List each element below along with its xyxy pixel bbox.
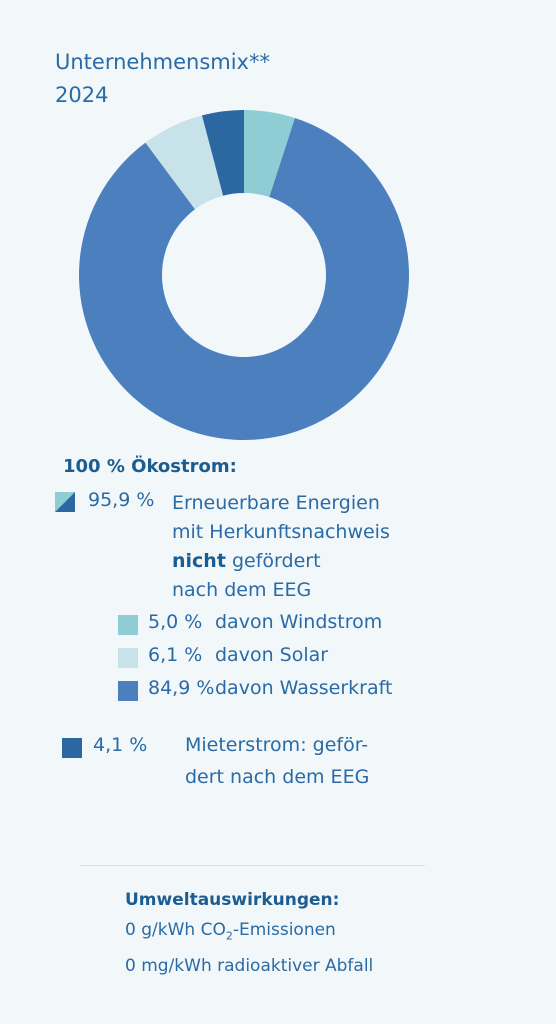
legend-label: davon Solar [215,644,329,666]
footer-text: 0 g/kWh CO [125,920,226,940]
footer-heading: Umweltauswirkungen: [125,890,340,910]
legend-label: davon Windstrom [215,611,383,633]
footer: Umweltauswirkungen: 0 g/kWh CO2-Emission… [125,885,373,981]
footer-sub: 2 [225,929,233,943]
group-line: nicht gefördert [172,547,390,576]
group-word: gefördert [231,550,321,572]
legend-value: 4,1 % [93,734,148,756]
group-value: 95,9 % [88,489,155,511]
donut-segment [202,110,244,196]
group-swatch [55,492,75,512]
chart-title: Unternehmensmix** [55,50,270,74]
group-text: Erneuerbare Energien mit Herkunftsnachwe… [172,489,390,605]
footer-text: -Emissionen [232,920,336,940]
group-line: mit Herkunftsnachweis [172,521,390,543]
footer-line: 0 g/kWh CO2-Emissionen [125,915,373,951]
divider [80,865,425,866]
chart-subtitle: 2024 [55,83,109,107]
footer-line: 0 mg/kWh radioaktiver Abfall [125,956,374,977]
legend-swatch [118,648,138,668]
legend-swatch [118,615,138,635]
legend-value: 84,9 % [148,677,215,699]
group-line: Erneuerbare Energien [172,492,380,514]
legend-value: 5,0 % [148,611,203,633]
donut-chart [79,109,410,441]
group-line: nach dem EEG [172,579,312,601]
legend-swatch [118,681,138,701]
legend-label: davon Wasserkraft [215,677,393,699]
legend-label: Mieterstrom: geför- dert nach dem EEG [185,734,370,788]
group-bold: nicht [172,550,226,572]
legend-value: 6,1 % [148,644,203,666]
donut-segment [145,115,224,210]
legend-swatch [62,738,82,758]
donut-segment [244,109,295,198]
legend-heading: 100 % Ökostrom: [63,456,237,477]
donut-segment [79,118,410,441]
